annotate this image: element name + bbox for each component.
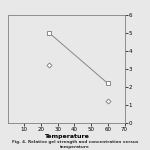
X-axis label: Temperature: Temperature xyxy=(44,134,88,139)
Text: Fig. 4. Relative gel strength and concentration versus temperature: Fig. 4. Relative gel strength and concen… xyxy=(12,140,138,149)
